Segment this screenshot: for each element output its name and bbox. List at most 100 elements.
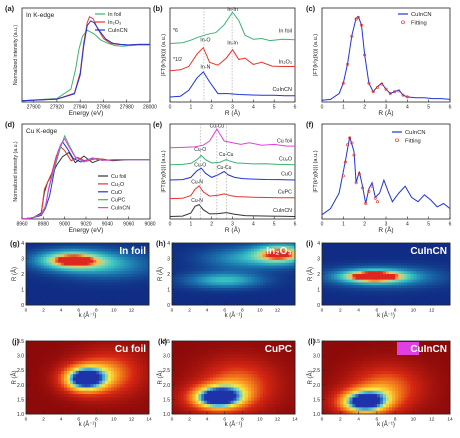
panel-k-ytick-label: 3.5 (163, 339, 170, 345)
panel-h-cell (198, 245, 202, 250)
panel-h-cell (265, 299, 270, 303)
panel-j-cell (75, 354, 80, 358)
panel-g-cell (140, 265, 144, 269)
panel-j-cell (116, 400, 121, 405)
panel-g-cell (78, 288, 83, 292)
panel-i-cell (343, 274, 347, 278)
panel-k-cell (204, 367, 208, 372)
panel-g-cell (99, 293, 103, 297)
panel-i-cell (401, 265, 405, 269)
panel-j-cell (55, 367, 59, 372)
panel-g-cell (52, 296, 56, 300)
panel-j-cell (81, 341, 85, 345)
panel-j-cell (46, 404, 50, 408)
panel-i-cell (331, 245, 335, 250)
panel-h-cell (283, 274, 287, 278)
panel-j-cell (31, 370, 36, 375)
panel-i-cell (419, 274, 423, 278)
panel-j-cell (119, 400, 124, 405)
panel-g-cell (49, 254, 53, 258)
panel-j-cell (105, 390, 109, 395)
panel-j-cell (110, 410, 115, 415)
panel-h-cell (268, 248, 272, 252)
panel-h-cell (277, 254, 281, 258)
panel-h-cell (215, 299, 220, 303)
panel-k-cell (230, 380, 234, 385)
panel-i-cell (404, 276, 408, 281)
panel-g-cell (110, 282, 115, 286)
panel-g-cell (37, 288, 42, 292)
panel-h-cell (251, 245, 255, 250)
panel-j-cell (131, 407, 135, 412)
panel-h-cell (277, 279, 281, 283)
panel-g-cell (49, 265, 53, 269)
panel-i-cell (352, 279, 356, 283)
panel-j-cell (43, 344, 47, 349)
panel-g-cell (37, 245, 42, 250)
panel-k-cell (215, 354, 220, 358)
panel-g-cell (52, 288, 56, 292)
panel-j-ylabel: R (Å) (11, 371, 18, 385)
panel-h-cell (256, 279, 261, 283)
panel-g-cell (81, 285, 85, 289)
panel-i-cell (334, 288, 338, 292)
panel-g-cell (75, 268, 80, 272)
panel-k-cell (180, 341, 185, 345)
panel-a-frame (21, 7, 151, 103)
panel-g-cell (84, 245, 88, 250)
panel-h-cell (218, 302, 223, 306)
panel-g-cell (40, 274, 44, 278)
panel-j-cell (40, 367, 44, 372)
panel-j-cell (108, 410, 112, 415)
panel-k-cell (227, 370, 231, 375)
panel-j-cell (87, 364, 91, 368)
panel-j-cell (125, 384, 129, 388)
panel-k-cell (198, 377, 202, 382)
panel-j-cell (87, 380, 91, 385)
panel-k-cell (265, 390, 270, 395)
panel-h-cell (259, 302, 264, 306)
panel-j-cell (37, 341, 42, 345)
panel-g-cell (131, 248, 135, 252)
panel-h-cell (251, 265, 255, 269)
panel-g-cell (137, 279, 141, 283)
panel-i-cell (404, 299, 408, 303)
panel-c-fit-point (346, 62, 350, 66)
panel-i-cell (355, 245, 359, 250)
panel-g-cell (52, 282, 56, 286)
panel-h-cell (283, 296, 287, 300)
panel-j-cell (46, 384, 50, 388)
panel-k-cell (213, 367, 217, 372)
panel-h-cell (259, 285, 264, 289)
panel-h-cell (265, 282, 270, 286)
panel-i-cell (395, 265, 399, 269)
panel-j-cell (87, 407, 91, 412)
panel-i-cell (410, 290, 414, 295)
panel-h-cell (239, 259, 243, 264)
panel-h-cell (248, 296, 252, 300)
panel-j-cell (64, 407, 68, 412)
panel-j-cell (58, 377, 62, 382)
panel-i-cell (337, 276, 341, 281)
panel-h-cell (254, 243, 258, 247)
panel-k-cell (172, 400, 176, 405)
panel-a-legend-label: In foil (108, 12, 121, 18)
panel-h-cell (215, 282, 220, 286)
panel-g-cell (37, 290, 42, 295)
panel-i-cell (407, 299, 411, 303)
panel-h-cell (215, 243, 220, 247)
panel-h-cell (189, 296, 193, 300)
panel-k-cell (221, 344, 226, 349)
panel-k-cell (233, 384, 237, 388)
panel-g-cell (140, 243, 144, 247)
panel-h-cell (259, 262, 264, 266)
panel-h-cell (207, 254, 211, 258)
panel-j-ytick-label: 2.0 (17, 383, 24, 389)
panel-h-cell (265, 293, 270, 297)
panel-g-cell (67, 279, 71, 283)
panel-h-cell (227, 282, 231, 286)
panel-c: 0 1 2 3 4 5 6R (Å)|FT(k²χ(k))| (a.u.)(c)CuInCN… (306, 4, 452, 117)
panel-i-cell (443, 279, 448, 283)
panel-h-cell (233, 265, 237, 269)
panel-k-cell (174, 360, 179, 365)
